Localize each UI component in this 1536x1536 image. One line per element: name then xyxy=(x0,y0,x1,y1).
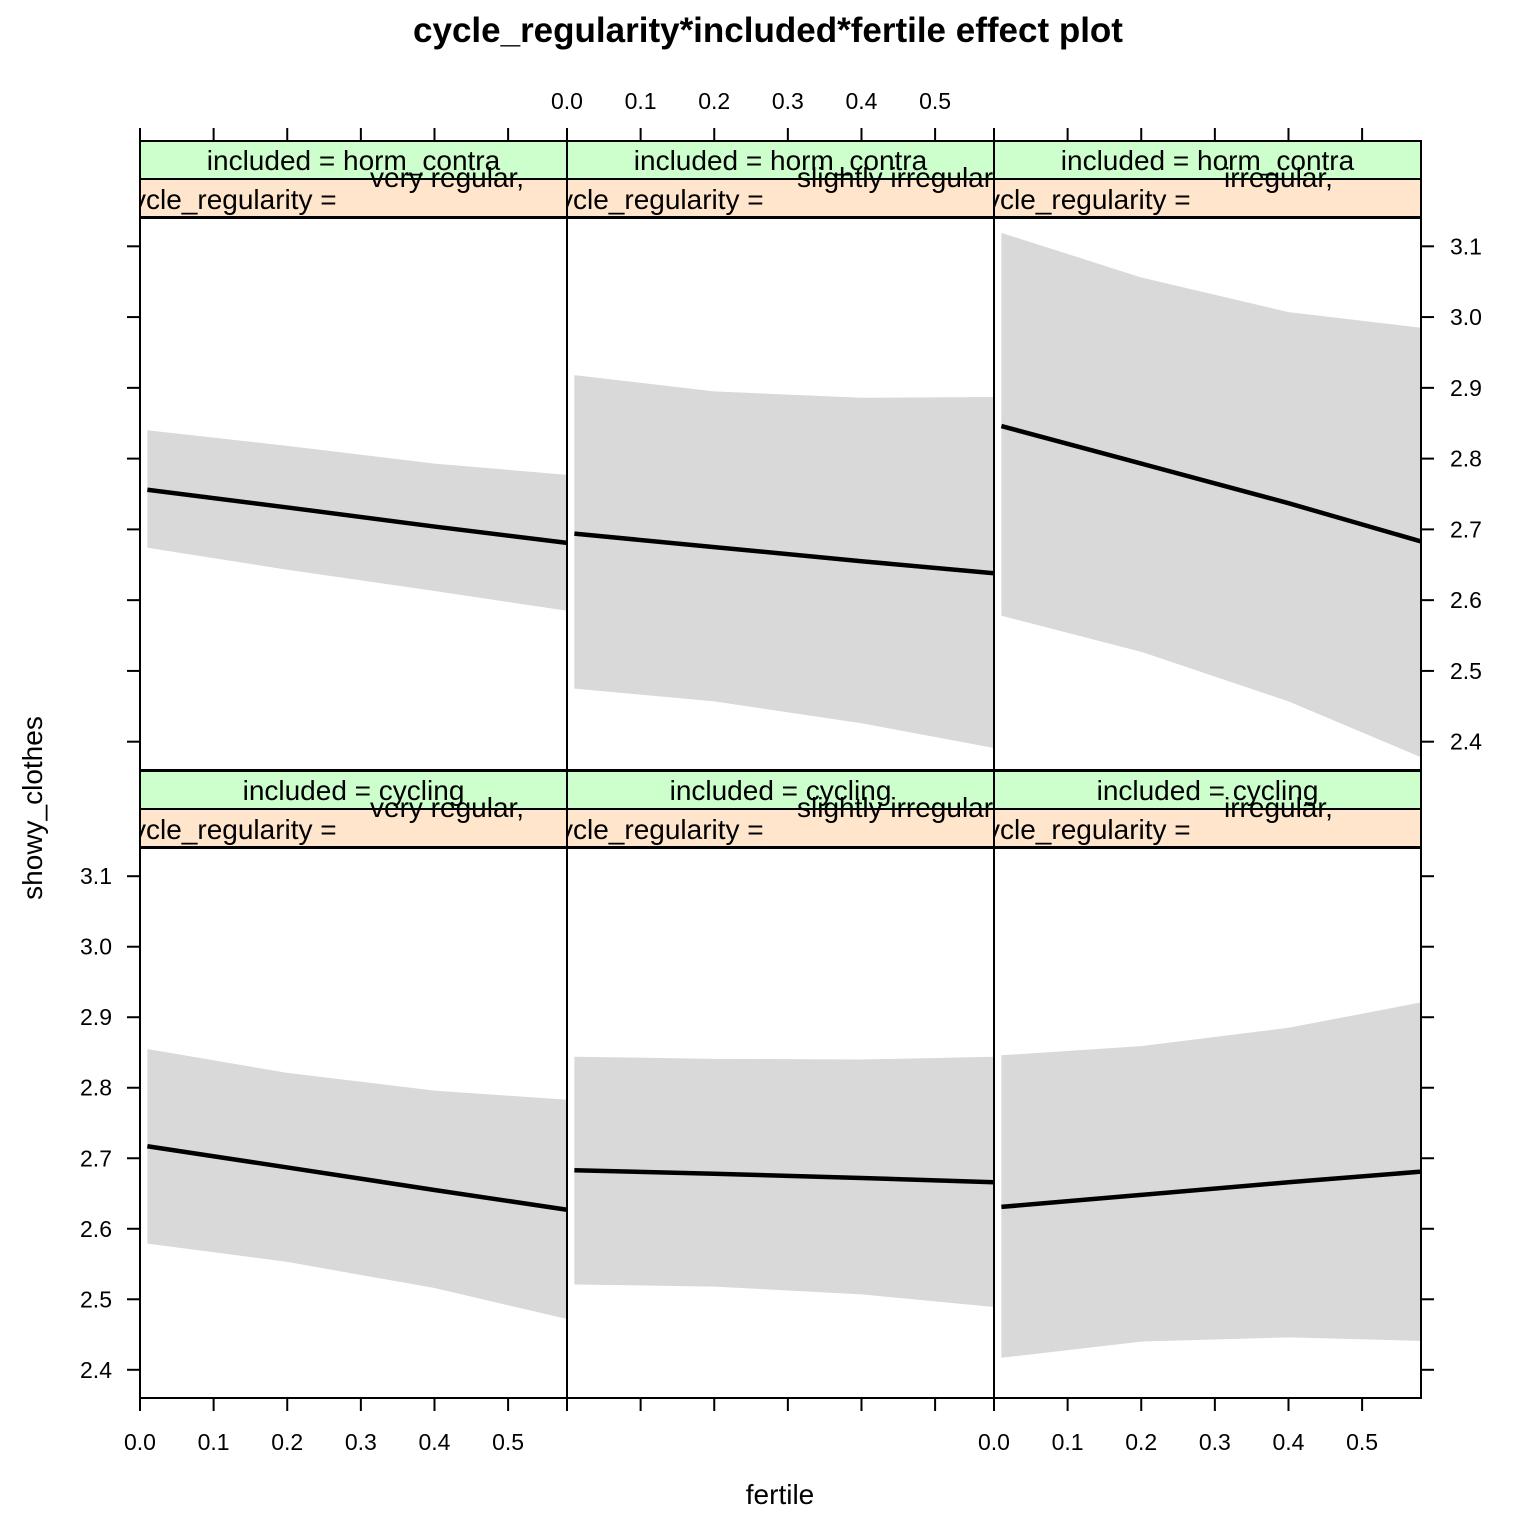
effect-line xyxy=(1001,1169,1422,1210)
x-tick-label: 0.4 xyxy=(1272,1429,1304,1455)
y-tick-label: 3.1 xyxy=(80,863,112,889)
strip-included-label: included = horm_contra xyxy=(1061,145,1355,176)
effect-line xyxy=(574,1167,995,1185)
strip-included-label: included = horm_contra xyxy=(207,145,501,176)
confidence-band xyxy=(574,375,994,749)
strip-value-label: very regular, xyxy=(370,792,524,823)
x-tick-label: 0.1 xyxy=(198,1429,230,1455)
panel: included = cycling cycle_regularity = slig… xyxy=(545,770,995,1399)
panel-frame xyxy=(993,217,1422,771)
y-tick-label: 2.7 xyxy=(1450,516,1482,542)
confidence-band xyxy=(147,1048,568,1320)
x-tick-label: 0.2 xyxy=(1125,1429,1157,1455)
x-tick-label: 0.1 xyxy=(625,88,657,114)
effect-line xyxy=(1000,423,1422,544)
x-tick-label: 0.0 xyxy=(551,88,583,114)
panels: included = cycling cycle_regularity = very… xyxy=(118,140,1422,1399)
y-tick-label: 2.6 xyxy=(1450,587,1482,613)
panel: included = cycling cycle_regularity = very… xyxy=(118,770,568,1399)
y-tick-label: 2.5 xyxy=(1450,658,1482,684)
strip-prefix-label: cycle_regularity = xyxy=(545,814,764,845)
x-tick-label: 0.3 xyxy=(345,1429,377,1455)
strip-prefix-label: cycle_regularity = xyxy=(545,184,764,215)
y-tick-label: 2.6 xyxy=(80,1216,112,1242)
strip-prefix-label: cycle_regularity = xyxy=(972,814,1191,845)
strip-included-label: included = cycling xyxy=(1097,775,1319,806)
strip-cycle-regularity-text: cycle_regularity = very regular, xyxy=(118,162,524,215)
strip-prefix-label: cycle_regularity = xyxy=(972,184,1191,215)
strip-cycle-regularity-text: cycle_regularity = slightly irregular xyxy=(545,792,993,845)
x-tick-label: 0.5 xyxy=(492,1429,524,1455)
effect-line xyxy=(147,487,568,546)
y-axis-label: showy_clothes xyxy=(17,716,48,900)
confidence-band xyxy=(147,430,568,611)
strip-cycle-regularity-text: cycle_regularity = irregular, xyxy=(972,162,1333,215)
x-tick-label: 0.0 xyxy=(978,1429,1010,1455)
strip-cycle-regularity-text: cycle_regularity = slightly irregular xyxy=(545,162,993,215)
strip-cycle-regularity-text: cycle_regularity = irregular, xyxy=(972,792,1333,845)
strip-cycle-regularity xyxy=(993,178,1422,218)
x-tick-label: 0.3 xyxy=(772,88,804,114)
effect-line xyxy=(574,531,995,576)
y-tick-label: 2.7 xyxy=(80,1145,112,1171)
panel-frame xyxy=(993,847,1422,1399)
x-tick-label: 0.2 xyxy=(271,1429,303,1455)
strip-included-label: included = cycling xyxy=(670,775,892,806)
strip-value-label: irregular, xyxy=(1224,792,1333,823)
y-tick-label: 2.4 xyxy=(1450,729,1482,755)
y-tick-label: 2.4 xyxy=(80,1357,112,1383)
y-tick-label: 3.1 xyxy=(1450,233,1482,259)
axes: 0.0 0.0 0.0 0.1 0.1 0.1 0.2 0.2 0.2 0.3 0.3 0.3 0.4 0… xyxy=(80,88,1482,1455)
y-tick-label: 2.9 xyxy=(1450,375,1482,401)
confidence-band xyxy=(574,1056,994,1308)
y-tick-label: 2.5 xyxy=(80,1286,112,1312)
x-tick-label: 0.0 xyxy=(124,1429,156,1455)
y-tick-label: 2.8 xyxy=(1450,446,1482,472)
confidence-band xyxy=(1001,232,1421,758)
y-tick-label: 2.9 xyxy=(80,1004,112,1030)
strip-included-label: included = horm_contra xyxy=(634,145,928,176)
strip-included xyxy=(993,140,1422,180)
x-tick-label: 0.1 xyxy=(1052,1429,1084,1455)
strip-value-label: very regular, xyxy=(370,162,524,193)
strip-value-label: slightly irregular xyxy=(797,162,993,193)
strip-value-label: irregular, xyxy=(1224,162,1333,193)
x-tick-label: 0.4 xyxy=(418,1429,450,1455)
x-tick-label: 0.5 xyxy=(919,88,951,114)
strip-included xyxy=(566,140,995,180)
x-tick-label: 0.4 xyxy=(845,88,877,114)
y-tick-label: 2.8 xyxy=(80,1075,112,1101)
strip-prefix-label: cycle_regularity = xyxy=(118,814,337,845)
y-tick-label: 3.0 xyxy=(1450,304,1482,330)
strip-included xyxy=(139,140,568,180)
strip-cycle-regularity xyxy=(139,178,568,218)
panel: included = cycling cycle_regularity = irre… xyxy=(972,770,1422,1399)
chart-title: cycle_regularity*included*fertile effect… xyxy=(413,11,1123,50)
strip-prefix-label: cycle_regularity = xyxy=(118,184,337,215)
x-tick-label: 0.5 xyxy=(1346,1429,1378,1455)
x-axis-label: fertile xyxy=(746,1479,814,1510)
confidence-band xyxy=(1001,1002,1421,1358)
strip-cycle-regularity xyxy=(993,808,1422,848)
strip-cycle-regularity-text: cycle_regularity = very regular, xyxy=(118,792,524,845)
x-tick-label: 0.3 xyxy=(1199,1429,1231,1455)
effect-line xyxy=(147,1144,568,1212)
x-tick-label: 0.2 xyxy=(698,88,730,114)
strip-included-label: included = cycling xyxy=(243,775,465,806)
y-tick-label: 3.0 xyxy=(80,934,112,960)
strip-value-label: slightly irregular xyxy=(797,792,993,823)
